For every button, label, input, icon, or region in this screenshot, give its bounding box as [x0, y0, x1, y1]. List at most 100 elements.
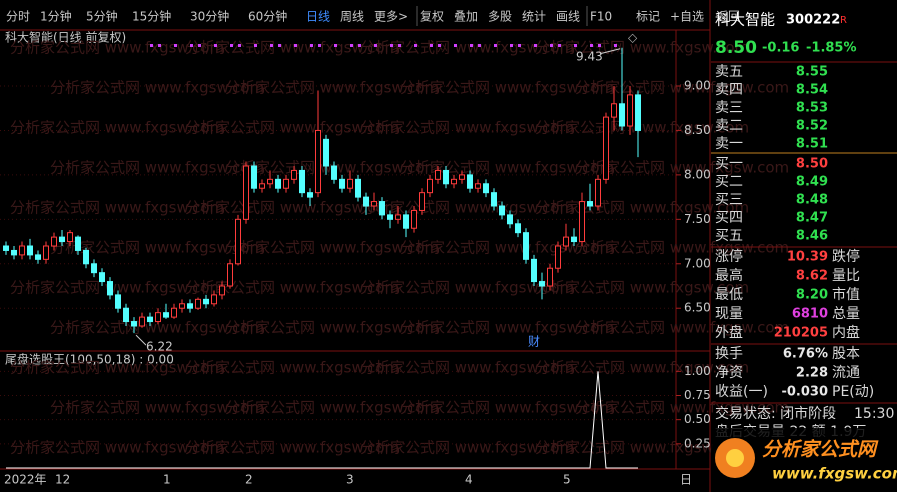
watermark: 分析家公式网 www.fxgsw.com	[225, 399, 439, 417]
diamond: ◇	[628, 31, 638, 45]
toolbar-button[interactable]: 60分钟	[248, 9, 287, 24]
candle-body	[203, 298, 209, 305]
toolbar-button[interactable]: F10	[590, 10, 612, 24]
toolbar-button[interactable]: 15分钟	[132, 9, 171, 24]
stat-label: 最低	[715, 287, 743, 303]
ask-price: 8.51	[796, 137, 828, 152]
candle-body	[43, 245, 49, 260]
watermark: 分析家公式网 www.fxgsw.com	[50, 239, 264, 257]
candle-body	[83, 249, 89, 265]
stat-label: PE(动)	[832, 384, 874, 400]
toolbar-button[interactable]: 日线	[306, 10, 330, 24]
stat-value: -0.030	[781, 385, 828, 400]
stat-label: 跌停	[832, 248, 860, 265]
watermark: 分析家公式网 www.fxgsw.com	[10, 39, 224, 57]
signal-dot	[454, 44, 457, 47]
watermark: 分析家公式网 www.fxgsw.com	[400, 319, 614, 337]
stat-label: 净资	[715, 365, 743, 381]
stat-label: 总量	[832, 306, 860, 322]
bid-price: 8.49	[796, 175, 828, 190]
stock-code: 300222	[786, 13, 840, 28]
stat-value: 8.20	[796, 288, 828, 303]
y-tick-label: 1.00	[684, 364, 711, 378]
toolbar-button[interactable]: 30分钟	[190, 9, 229, 24]
candle-body	[171, 307, 177, 318]
indicator-title: 尾盘选股王(100,50,18) : 0.00	[5, 352, 174, 367]
stat-value: 8.62	[796, 269, 828, 284]
candle-body	[139, 316, 145, 327]
y-tick-label: 7.00	[684, 256, 711, 270]
toolbar-button[interactable]: 周线	[340, 10, 364, 24]
toolbar-button[interactable]: 1分钟	[40, 9, 72, 24]
toolbar-button[interactable]: +自选	[670, 10, 704, 24]
toolbar-button[interactable]: 标记	[636, 10, 660, 24]
candle-body	[611, 103, 617, 118]
candle-body	[59, 236, 65, 243]
signal-dot	[558, 44, 561, 47]
candle-body	[459, 174, 465, 180]
ask-label: 卖二	[715, 118, 743, 134]
stat-label: 内盘	[832, 324, 860, 341]
signal-dot	[414, 44, 417, 47]
candle-body	[99, 272, 105, 283]
toolbar-button[interactable]: 复权	[420, 10, 444, 24]
watermark: 分析家公式网 www.fxgsw.com	[535, 279, 749, 297]
candle-body	[331, 165, 337, 180]
candle-body	[155, 312, 161, 323]
ask-price: 8.54	[796, 83, 828, 98]
candle-body	[163, 312, 169, 318]
watermark: 分析家公式网 www.fxgsw.com	[50, 319, 264, 337]
signal-dot	[470, 44, 473, 47]
x-axis-label: 5	[563, 473, 571, 487]
logo-name: 分析家公式网	[762, 439, 879, 461]
bid-price: 8.48	[796, 193, 828, 208]
toolbar-button[interactable]: 分时	[6, 10, 30, 24]
logo-url: www.fxgsw.com	[772, 465, 897, 483]
candle-body	[219, 285, 225, 296]
toolbar-button[interactable]: 5分钟	[86, 9, 118, 24]
bid-label: 买三	[715, 192, 743, 208]
toolbar-button[interactable]: 多股	[488, 10, 512, 24]
watermark: 分析家公式网 www.fxgsw.com	[10, 199, 224, 217]
candle-body	[571, 236, 577, 243]
candle-body	[211, 294, 217, 305]
candle-body	[499, 205, 505, 216]
signal-dot	[358, 44, 361, 47]
candle-body	[619, 103, 625, 127]
watermark: 分析家公式网 www.fxgsw.com	[185, 39, 399, 57]
signal-dot	[310, 44, 313, 47]
toolbar-button[interactable]: 叠加	[454, 10, 478, 24]
signal-dot	[254, 44, 257, 47]
watermark: 分析家公式网 www.fxgsw.com	[360, 119, 574, 137]
candle-body	[387, 214, 393, 220]
signal-dot	[614, 44, 617, 47]
watermark: 分析家公式网 www.fxgsw.com	[360, 39, 574, 57]
signal-dot	[214, 44, 217, 47]
y-tick-label: 6.50	[684, 301, 711, 315]
candle-body	[283, 178, 289, 189]
candle-body	[355, 178, 361, 198]
toolbar-button[interactable]: 画线	[556, 10, 580, 24]
candle-body	[403, 214, 409, 229]
signal-dot	[294, 44, 297, 47]
candle-body	[523, 232, 529, 260]
toolbar-button[interactable]: 更多>	[374, 10, 408, 24]
toolbar-button[interactable]: 返回	[716, 10, 740, 24]
candle-body	[347, 178, 353, 189]
trade-status: 交易状态: 闭市阶段	[715, 405, 836, 422]
watermark: 分析家公式网 www.fxgsw.com	[185, 119, 399, 137]
change: -0.16	[762, 41, 799, 56]
signal-dot	[158, 44, 161, 47]
watermark: 分析家公式网 www.fxgsw.com	[535, 39, 749, 57]
candle-body	[147, 316, 153, 323]
toolbar-button[interactable]: 统计	[522, 10, 546, 24]
candle-body	[603, 116, 609, 180]
watermark: 分析家公式网 www.fxgsw.com	[50, 79, 264, 97]
watermark: 分析家公式网 www.fxgsw.com	[225, 79, 439, 97]
watermark: 分析家公式网 www.fxgsw.com	[185, 359, 399, 377]
high-label: 9.43	[576, 49, 603, 63]
candle-body	[51, 236, 57, 247]
candle-body	[91, 263, 97, 274]
candle-body	[635, 94, 641, 131]
watermark: 分析家公式网 www.fxgsw.com	[535, 119, 749, 137]
